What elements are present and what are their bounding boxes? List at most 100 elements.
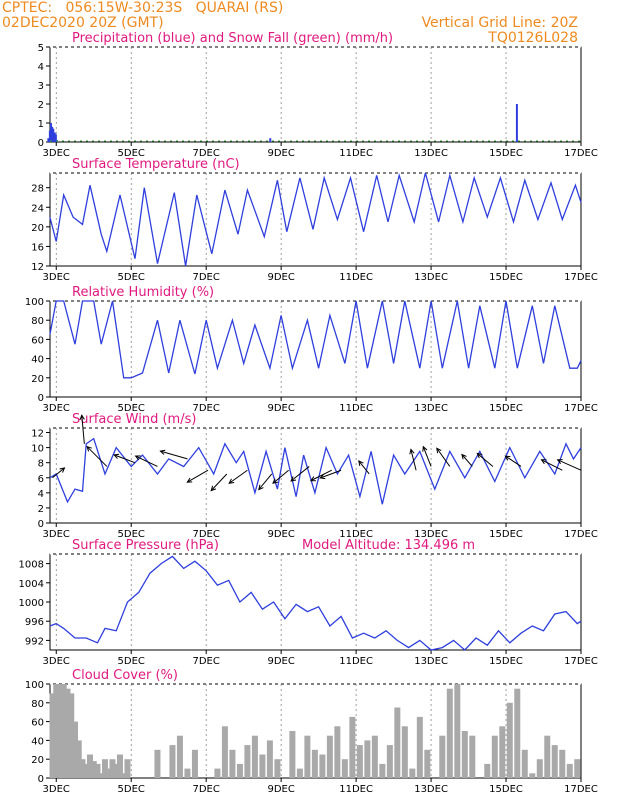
wind-arrow-22	[557, 459, 582, 471]
cloud-cover-bar-77	[559, 749, 566, 778]
humidity-ytick-label-3: 60	[31, 335, 44, 346]
cloud-cover-title: Cloud Cover (%)	[72, 668, 178, 683]
cloud-cover-bar-64	[461, 731, 468, 778]
pressure-ytick-label-3: 1004	[19, 579, 44, 590]
cloud-cover-bar-58	[416, 716, 423, 778]
wind-ytick-label-3: 6	[38, 474, 44, 485]
cloud-cover-bar-0	[49, 693, 56, 778]
cloud-cover-bar-68	[491, 735, 498, 778]
header-run-time: 02DEC2020 20Z (GMT)	[2, 15, 164, 31]
wind-xtick-label-1: 5DEC	[118, 529, 145, 540]
cloud-cover-bar-41	[289, 731, 296, 778]
humidity-series-line	[49, 300, 582, 379]
temperature-xtick-label-6: 15DEC	[489, 272, 523, 283]
cloud-cover-bar-52	[371, 735, 378, 778]
humidity-xtick-label-1: 5DEC	[118, 403, 145, 414]
cloud-cover-bar-74	[536, 759, 543, 778]
wind-arrow-10	[272, 469, 289, 484]
wind-arrowhead-18	[461, 453, 467, 460]
humidity-xtick-label-4: 11DEC	[339, 403, 373, 414]
cloud-cover-bar-32	[221, 726, 228, 778]
cloud-cover-bar-31	[214, 768, 221, 778]
wind-arrowhead-16	[422, 445, 428, 452]
wind-arrowhead-5	[159, 449, 166, 455]
pressure-ytick-label-1: 996	[25, 617, 44, 628]
cloud-cover-bar-33	[229, 749, 236, 778]
precipitation-bar-8	[269, 138, 272, 142]
humidity-xtick-label-6: 15DEC	[489, 403, 523, 414]
wind-ytick-label-4: 8	[38, 459, 44, 470]
temperature-ytick-label-2: 20	[31, 223, 44, 234]
wind-arrow-14	[358, 460, 370, 475]
cloud-cover-bar-43	[304, 735, 311, 778]
cloud-cover-bar-59	[424, 749, 431, 778]
humidity-xtick-label-2: 7DEC	[192, 403, 219, 414]
wind-arrowhead-21	[540, 459, 547, 465]
cloud-cover-bar-27	[184, 768, 191, 778]
pressure-xtick-label-7: 17DEC	[564, 656, 598, 667]
cloud-cover-xtick-label-7: 17DEC	[564, 784, 598, 795]
wind-arrow-18	[461, 454, 473, 467]
cloud-cover-xtick-label-2: 7DEC	[192, 784, 219, 795]
humidity-xtick-label-7: 17DEC	[564, 403, 598, 414]
cloud-cover-bar-44	[311, 749, 318, 778]
cloud-cover-bar-79	[574, 759, 581, 778]
precipitation-bar-2	[50, 123, 53, 142]
pressure-xtick-label-3: 9DEC	[267, 656, 294, 667]
cloud-cover-bar-14	[101, 759, 108, 778]
wind-arrow-21	[541, 459, 563, 471]
wind-arrow-1	[81, 415, 85, 444]
cloud-cover-bar-63	[454, 684, 461, 778]
wind-arrowhead-9	[258, 484, 264, 491]
wind-arrow-8	[228, 469, 248, 484]
precipitation-title: Precipitation (blue) and Snow Fall (gree…	[72, 31, 393, 46]
wind-arrow-4	[135, 455, 158, 467]
cloud-cover-bar-19	[120, 773, 127, 778]
cloud-cover-bar-38	[266, 740, 273, 778]
cloud-cover-ytick-label-2: 40	[31, 736, 44, 747]
cloud-cover-bar-12	[94, 763, 101, 778]
cloud-cover-bar-20	[124, 759, 131, 778]
precipitation-bar-3	[51, 126, 54, 142]
wind-arrowhead-12	[309, 476, 316, 482]
cloud-cover-bar-55	[394, 707, 401, 778]
temperature-ytick-label-0: 12	[31, 262, 44, 273]
wind-arrowhead-20	[504, 455, 511, 461]
cloud-cover-bar-78	[566, 763, 573, 778]
cloud-cover-bar-9	[83, 763, 90, 778]
temperature-xtick-label-0: 3DEC	[43, 272, 70, 283]
cloud-cover-bar-2	[56, 684, 63, 778]
wind-xtick-label-5: 13DEC	[414, 529, 448, 540]
cloud-cover-ytick-label-4: 80	[31, 699, 44, 710]
cloud-cover-bar-1	[53, 684, 60, 778]
cloud-cover-bar-34	[236, 763, 243, 778]
cloud-cover-bar-73	[529, 773, 536, 778]
cloud-cover-bar-8	[79, 759, 86, 778]
precipitation-xtick-label-7: 17DEC	[564, 148, 598, 159]
temperature-xtick-label-2: 7DEC	[192, 272, 219, 283]
humidity-ytick-label-1: 20	[31, 374, 44, 385]
precipitation-ytick-label-4: 4	[38, 62, 44, 73]
pressure-ytick-label-0: 992	[25, 636, 44, 647]
wind-arrowhead-1	[79, 414, 85, 421]
wind-arrow-19	[476, 453, 494, 467]
temperature-ytick-label-3: 24	[31, 203, 44, 214]
pressure-ytick-label-2: 1000	[19, 598, 44, 609]
wind-arrow-0	[52, 467, 65, 479]
wind-arrow-11	[290, 466, 310, 482]
cloud-cover-bar-67	[484, 763, 491, 778]
precipitation-bar-5	[53, 132, 56, 142]
wind-arrow-13	[320, 469, 342, 479]
cloud-cover-bar-70	[506, 702, 513, 778]
cloud-cover-bar-69	[499, 726, 506, 778]
precipitation-bar-0	[47, 138, 50, 142]
cloud-cover-bar-15	[105, 768, 112, 778]
wind-frame	[49, 427, 582, 524]
cloud-cover-bar-11	[90, 761, 97, 778]
wind-arrowhead-0	[59, 467, 66, 473]
precipitation-xtick-label-3: 9DEC	[267, 148, 294, 159]
pressure-frame	[49, 553, 582, 651]
temperature-xtick-label-1: 5DEC	[118, 272, 145, 283]
cloud-cover-ytick-label-0: 0	[38, 774, 44, 785]
